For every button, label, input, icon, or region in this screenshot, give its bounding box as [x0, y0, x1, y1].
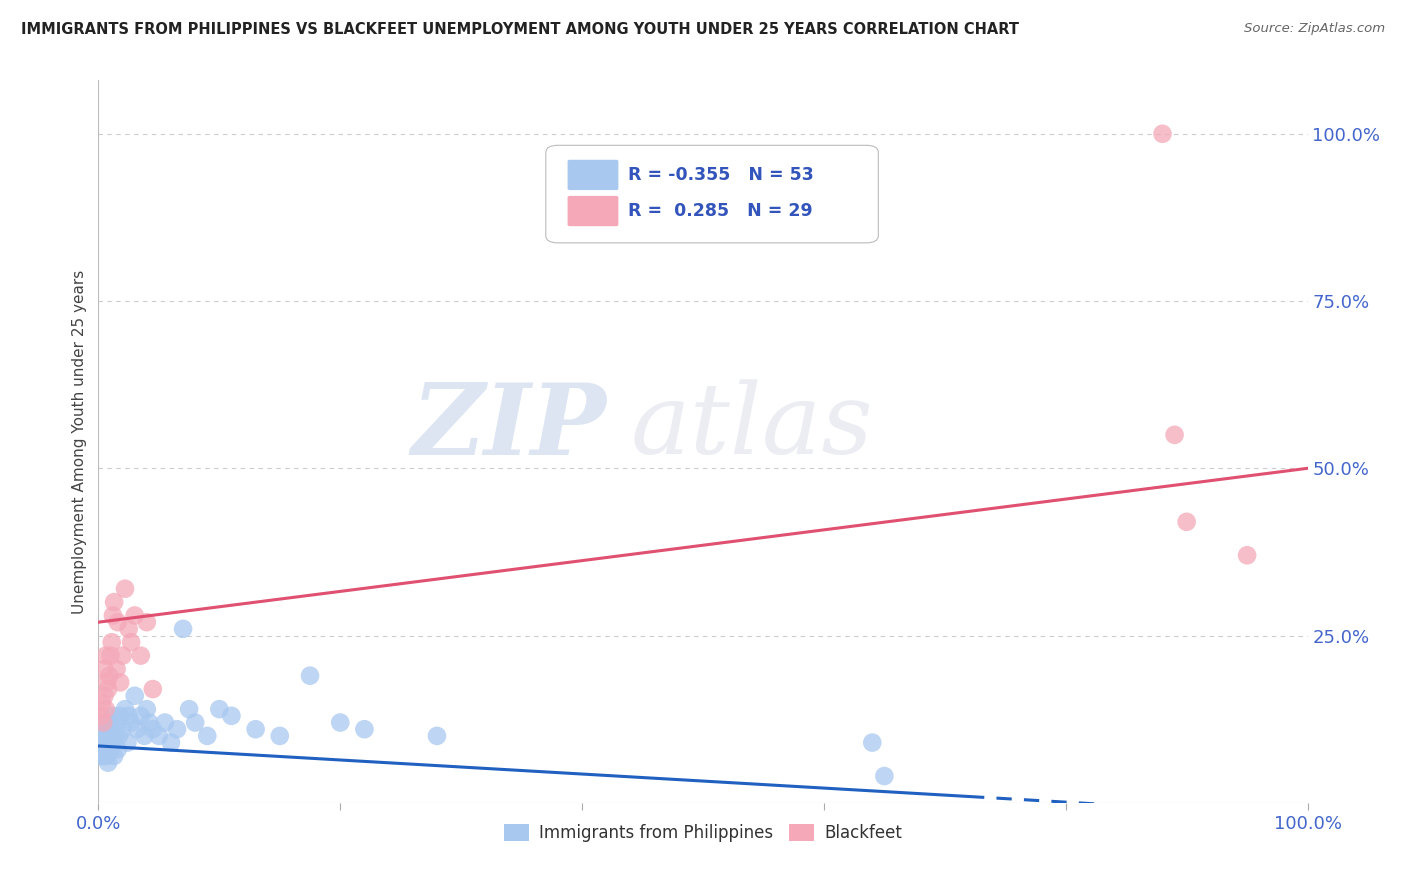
Point	[91, 715, 114, 730]
Point	[97, 756, 120, 770]
Point	[108, 708, 131, 723]
Point	[118, 622, 141, 636]
Text: R = -0.355   N = 53: R = -0.355 N = 53	[628, 166, 814, 184]
Point	[90, 708, 112, 723]
Point	[208, 702, 231, 716]
Point	[98, 669, 121, 683]
Point	[426, 729, 449, 743]
Point	[120, 715, 142, 730]
Point	[114, 702, 136, 716]
Point	[160, 735, 183, 749]
Point	[93, 689, 115, 703]
Point	[94, 715, 117, 730]
Point	[107, 615, 129, 630]
Point	[134, 729, 156, 743]
Point	[135, 615, 157, 630]
Point	[111, 723, 134, 737]
Point	[100, 742, 122, 756]
Point	[1152, 127, 1174, 141]
Point	[94, 702, 117, 716]
Point	[1163, 427, 1185, 442]
Point	[195, 729, 218, 743]
Point	[148, 729, 170, 743]
Point	[108, 729, 131, 743]
Point	[353, 723, 375, 737]
Point	[1175, 515, 1198, 529]
Point	[118, 708, 141, 723]
Point	[153, 715, 176, 730]
Point	[111, 648, 134, 663]
Point	[117, 735, 139, 749]
Point	[129, 648, 152, 663]
Point	[94, 742, 117, 756]
Point	[91, 696, 114, 710]
Point	[100, 635, 122, 649]
Point	[129, 708, 152, 723]
Point	[245, 723, 267, 737]
Point	[97, 729, 120, 743]
Point	[138, 715, 160, 730]
Point	[105, 662, 128, 676]
Point	[91, 742, 114, 756]
Point	[172, 622, 194, 636]
Point	[96, 675, 118, 690]
Text: atlas: atlas	[630, 379, 873, 475]
Point	[100, 723, 122, 737]
Point	[96, 749, 118, 764]
Point	[329, 715, 352, 730]
Point	[93, 729, 115, 743]
Point	[90, 749, 112, 764]
Text: Source: ZipAtlas.com: Source: ZipAtlas.com	[1244, 22, 1385, 36]
FancyBboxPatch shape	[568, 196, 619, 227]
Point	[108, 675, 131, 690]
FancyBboxPatch shape	[568, 160, 619, 190]
Point	[101, 608, 124, 623]
Point	[179, 702, 201, 716]
Point	[120, 635, 142, 649]
Text: IMMIGRANTS FROM PHILIPPINES VS BLACKFEET UNEMPLOYMENT AMONG YOUTH UNDER 25 YEARS: IMMIGRANTS FROM PHILIPPINES VS BLACKFEET…	[21, 22, 1019, 37]
Point	[124, 689, 146, 703]
Point	[269, 729, 291, 743]
Text: ZIP: ZIP	[412, 379, 606, 475]
Point	[104, 729, 127, 743]
Text: R =  0.285   N = 29: R = 0.285 N = 29	[628, 202, 813, 220]
Point	[860, 735, 883, 749]
Point	[98, 735, 121, 749]
Point	[105, 715, 128, 730]
Point	[94, 648, 117, 663]
Point	[93, 749, 115, 764]
Point	[873, 769, 896, 783]
Point	[124, 608, 146, 623]
Point	[97, 681, 120, 696]
Legend: Immigrants from Philippines, Blackfeet: Immigrants from Philippines, Blackfeet	[496, 817, 910, 848]
FancyBboxPatch shape	[546, 145, 879, 243]
Point	[142, 681, 165, 696]
Point	[103, 595, 125, 609]
Point	[96, 735, 118, 749]
Point	[93, 662, 115, 676]
Point	[166, 723, 188, 737]
Point	[1236, 548, 1258, 563]
Point	[107, 742, 129, 756]
Point	[221, 708, 243, 723]
Point	[127, 723, 149, 737]
Point	[135, 702, 157, 716]
Point	[184, 715, 207, 730]
Point	[101, 708, 124, 723]
Point	[100, 735, 122, 749]
Y-axis label: Unemployment Among Youth under 25 years: Unemployment Among Youth under 25 years	[72, 269, 87, 614]
Point	[299, 669, 322, 683]
Point	[103, 749, 125, 764]
Point	[91, 735, 114, 749]
Point	[114, 582, 136, 596]
Point	[91, 723, 114, 737]
Point	[142, 723, 165, 737]
Point	[100, 648, 122, 663]
